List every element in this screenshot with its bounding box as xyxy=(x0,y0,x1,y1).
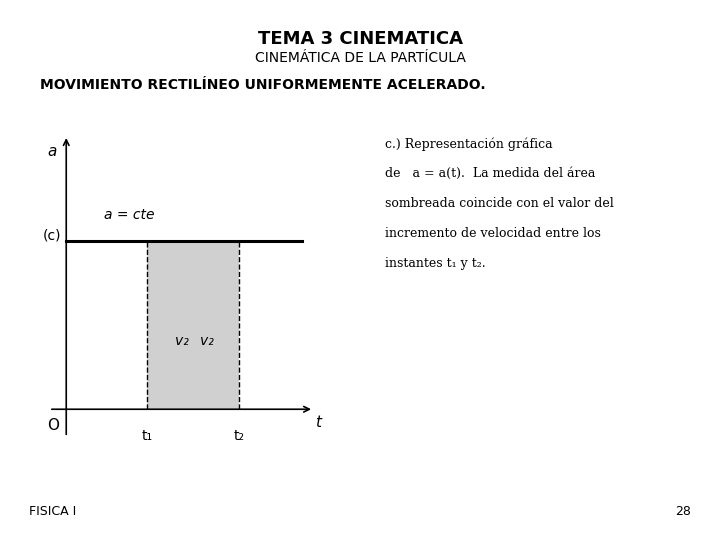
Text: CINEMÁTICA DE LA PARTÍCULA: CINEMÁTICA DE LA PARTÍCULA xyxy=(255,51,465,65)
Text: O: O xyxy=(48,417,60,433)
Text: de   a = a(t).  La medida del área: de a = a(t). La medida del área xyxy=(385,167,595,180)
Text: t₂: t₂ xyxy=(233,429,245,443)
Text: v₂: v₂ xyxy=(174,334,189,348)
Text: TEMA 3 CINEMATICA: TEMA 3 CINEMATICA xyxy=(258,30,462,48)
Text: MOVIMIENTO RECTILÍNEO UNIFORMEMENTE ACELERADO.: MOVIMIENTO RECTILÍNEO UNIFORMEMENTE ACEL… xyxy=(40,78,485,92)
Text: a: a xyxy=(48,144,57,159)
Text: v₂: v₂ xyxy=(200,334,215,348)
Text: (c): (c) xyxy=(43,229,62,243)
Text: t: t xyxy=(315,415,321,430)
Text: instantes t₁ y t₂.: instantes t₁ y t₂. xyxy=(385,256,486,269)
Text: sombreada coincide con el valor del: sombreada coincide con el valor del xyxy=(385,197,614,210)
Text: 28: 28 xyxy=(675,505,691,518)
Text: incremento de velocidad entre los: incremento de velocidad entre los xyxy=(385,227,601,240)
Text: a = cte: a = cte xyxy=(104,208,154,222)
Text: t₁: t₁ xyxy=(141,429,153,443)
Bar xyxy=(147,241,239,409)
Text: FISICA I: FISICA I xyxy=(29,505,76,518)
Text: c.) Representación gráfica: c.) Representación gráfica xyxy=(385,138,553,151)
